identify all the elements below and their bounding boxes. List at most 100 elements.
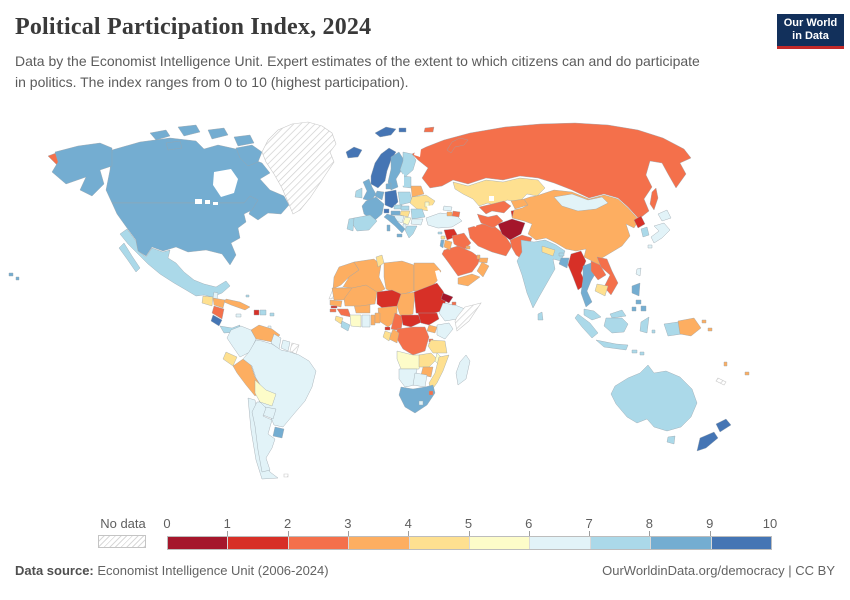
footer-link[interactable]: OurWorldinData.org/democracy | CC BY: [602, 563, 835, 578]
togo[interactable]: [370, 314, 376, 326]
legend-segment-6[interactable]: [530, 537, 591, 549]
denmark[interactable]: [385, 182, 392, 190]
legend-segment-5[interactable]: [470, 537, 531, 549]
legend-segment-1[interactable]: [228, 537, 289, 549]
svalbard[interactable]: [374, 126, 407, 138]
cuba[interactable]: [223, 298, 251, 311]
new-caledonia[interactable]: [715, 377, 727, 386]
legend-color-bar[interactable]: [167, 536, 772, 550]
madagascar[interactable]: [455, 354, 471, 386]
sri-lanka[interactable]: [537, 311, 544, 321]
kenya[interactable]: [436, 322, 454, 340]
angola[interactable]: [396, 350, 422, 370]
mali[interactable]: [343, 284, 378, 307]
new-zealand[interactable]: [696, 418, 732, 452]
central-african-republic[interactable]: [400, 314, 425, 328]
usa[interactable]: [111, 195, 259, 266]
afghanistan[interactable]: [497, 218, 526, 241]
bolivia[interactable]: [254, 379, 277, 407]
bulgaria[interactable]: [410, 218, 424, 226]
benin[interactable]: [374, 312, 381, 324]
baffin-island[interactable]: [235, 144, 263, 167]
philippines[interactable]: [631, 282, 647, 312]
austria[interactable]: [390, 210, 401, 216]
botswana[interactable]: [412, 372, 428, 388]
united-kingdom[interactable]: [362, 178, 377, 202]
oman[interactable]: [476, 261, 490, 278]
greenland[interactable]: [261, 121, 337, 215]
arctic-island-1[interactable]: [149, 129, 171, 141]
cambodia[interactable]: [594, 283, 609, 297]
jordan[interactable]: [443, 239, 453, 251]
djibouti[interactable]: [451, 301, 457, 306]
somalia[interactable]: [454, 302, 482, 332]
zambia[interactable]: [418, 352, 438, 368]
guatemala[interactable]: [201, 295, 214, 307]
tanzania[interactable]: [427, 339, 448, 354]
equatorial-guinea[interactable]: [384, 326, 391, 331]
iceland[interactable]: [345, 146, 363, 159]
uzbekistan[interactable]: [478, 200, 512, 215]
israel[interactable]: [439, 239, 445, 249]
liberia[interactable]: [340, 320, 351, 332]
brazil[interactable]: [242, 339, 317, 428]
baja-california[interactable]: [118, 242, 141, 273]
serbia[interactable]: [402, 216, 412, 226]
guinea[interactable]: [336, 308, 352, 318]
senegal[interactable]: [329, 299, 343, 308]
turkmenistan[interactable]: [476, 213, 504, 229]
india[interactable]: [516, 239, 566, 309]
cyprus[interactable]: [437, 231, 443, 235]
nicaragua[interactable]: [211, 305, 225, 320]
arctic-island-4[interactable]: [233, 134, 255, 147]
legend-segment-3[interactable]: [349, 537, 410, 549]
bahamas[interactable]: [245, 294, 250, 298]
lebanon[interactable]: [440, 235, 446, 240]
bangladesh[interactable]: [558, 257, 570, 269]
china[interactable]: [511, 189, 640, 266]
turkey[interactable]: [425, 212, 463, 229]
legend-segment-4[interactable]: [409, 537, 471, 549]
indonesia-sumatra[interactable]: [574, 313, 599, 339]
arctic-island-5[interactable]: [165, 140, 183, 151]
north-korea[interactable]: [633, 215, 646, 229]
georgia[interactable]: [442, 205, 453, 212]
eswatini[interactable]: [428, 390, 434, 396]
mexico[interactable]: [119, 228, 231, 298]
costa-rica[interactable]: [210, 314, 223, 327]
gambia[interactable]: [330, 305, 338, 309]
libya[interactable]: [383, 260, 415, 296]
dr-congo[interactable]: [396, 326, 430, 356]
indonesia-java[interactable]: [595, 339, 629, 351]
azerbaijan[interactable]: [451, 210, 461, 218]
netherlands-belgium[interactable]: [374, 190, 385, 201]
egypt[interactable]: [413, 262, 442, 292]
guinea-bissau[interactable]: [329, 308, 337, 313]
puerto-rico[interactable]: [269, 312, 275, 317]
kazakhstan[interactable]: [452, 177, 546, 208]
japan[interactable]: [647, 209, 672, 249]
lesotho[interactable]: [418, 400, 424, 406]
laos[interactable]: [590, 260, 607, 281]
finland[interactable]: [399, 151, 417, 178]
baltic-states[interactable]: [402, 175, 412, 189]
hungary[interactable]: [399, 210, 411, 218]
alaska[interactable]: [51, 142, 113, 197]
mozambique[interactable]: [428, 354, 450, 392]
south-sudan[interactable]: [417, 312, 440, 326]
dominican-republic[interactable]: [259, 309, 267, 316]
ireland[interactable]: [354, 187, 363, 199]
arctic-island-3[interactable]: [207, 127, 229, 140]
malaysia[interactable]: [583, 308, 627, 321]
legend-segment-8[interactable]: [651, 537, 712, 549]
uruguay[interactable]: [272, 426, 285, 439]
novaya-zemlya[interactable]: [446, 137, 469, 154]
uganda[interactable]: [426, 324, 438, 334]
falkland-islands[interactable]: [283, 473, 289, 478]
arctic-island-2[interactable]: [177, 124, 201, 137]
indonesia-kalimantan[interactable]: [603, 317, 629, 334]
franz-josef-land[interactable]: [423, 126, 435, 133]
taiwan[interactable]: [635, 267, 642, 277]
belarus[interactable]: [410, 185, 425, 198]
legend-segment-0[interactable]: [168, 537, 229, 549]
